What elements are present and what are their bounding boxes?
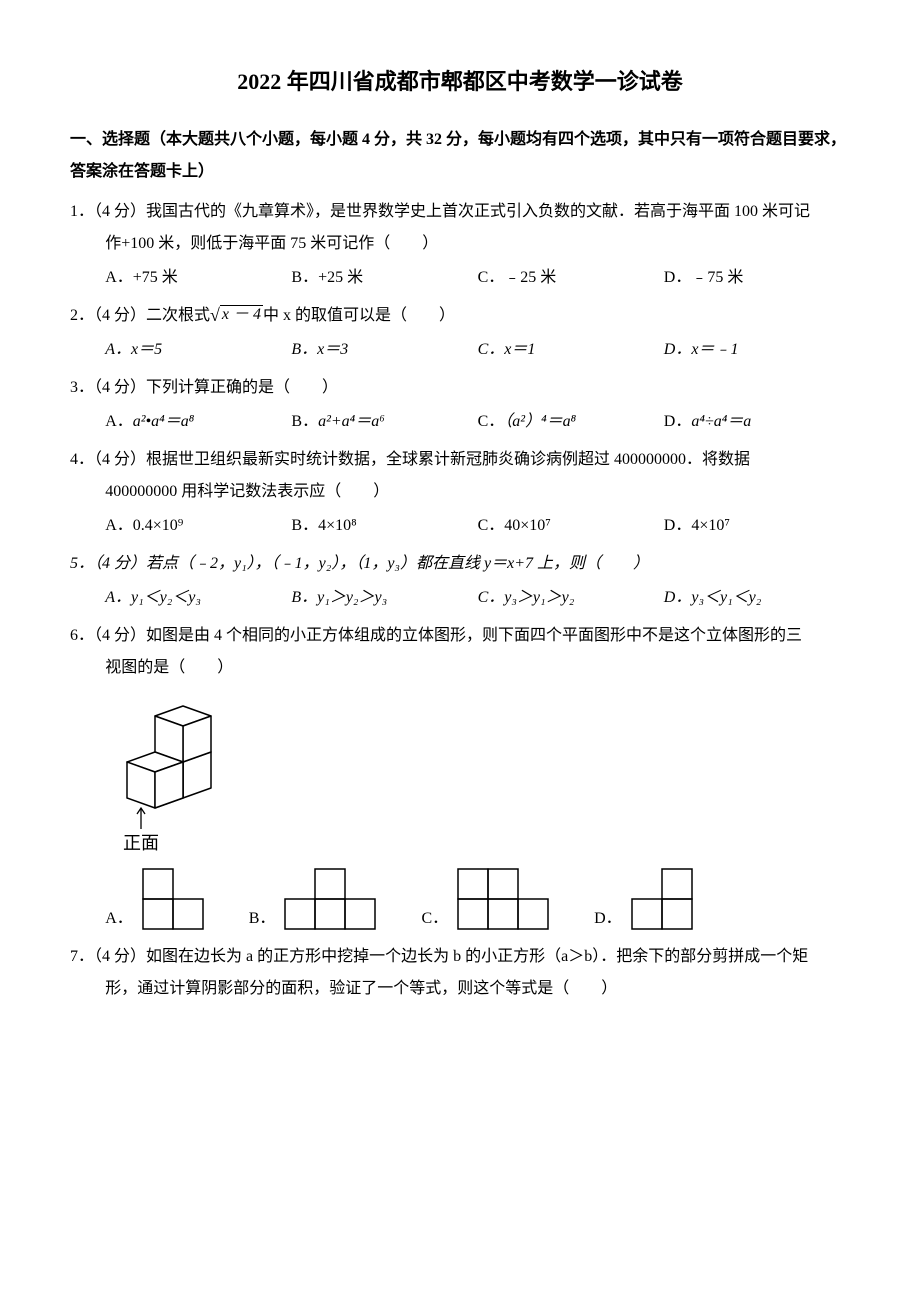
q6-stem2: 视图的是（ ） [70,652,850,684]
q5-c-text: C．y₃＞y₁＞y₂ [478,589,575,606]
radical-sign: √ [210,306,220,324]
q6-fig-b-label: B． [249,903,276,935]
front-label: 正面 [123,833,159,853]
cube-3d-icon: 正面 [105,694,215,859]
q3-d-pre: D． [664,413,692,430]
q1-options: A．+75 米 B．+25 米 C．﹣25 米 D．﹣75 米 [70,262,850,294]
q1-opt-b: B．+25 米 [291,262,477,294]
q2-opt-c: C．x＝1 [478,334,664,366]
view-b-icon [281,865,381,935]
sqrt-icon: √x － 4 [210,305,263,324]
q6-fig-c: C． [421,865,554,935]
q5-opt-d: D．y₃＜y₁＜y₂ [664,582,850,614]
q2-opt-c-text: C．x＝1 [478,341,536,358]
q1-opt-a: A．+75 米 [105,262,291,294]
q2-stem-pre: 2．（4 分）二次根式 [70,307,210,324]
q5-opt-b: B．y₁＞y₂＞y₃ [291,582,477,614]
q7-stem-text: 7．（4 分）如图在边长为 a 的正方形中挖掉一个边长为 b 的小正方形（a＞b… [70,948,808,965]
q4-opt-a: A．0.4×10⁹ [105,510,291,542]
view-d-icon [628,865,698,935]
section-header: 一、选择题（本大题共八个小题，每小题 4 分，共 32 分，每小题均有四个选项，… [70,124,850,188]
q3-opt-a: A．a²•a⁴＝a⁸ [105,406,291,438]
q6-fig-d: D． [594,865,698,935]
exam-title: 2022 年四川省成都市郫都区中考数学一诊试卷 [70,60,850,104]
q3-a-expr: a²•a⁴＝a⁸ [133,413,195,430]
q6-fig-a-label: A． [105,903,133,935]
question-5: 5．（4 分）若点（﹣2，y₁），（﹣1，y₂），（1，y₃）都在直线 y＝x+… [70,548,850,614]
q2-opt-d-text: D．x＝﹣1 [664,341,739,358]
q2-opt-b-text: B．x＝3 [291,341,348,358]
q1-opt-d: D．﹣75 米 [664,262,850,294]
q5-b-text: B．y₁＞y₂＞y₃ [291,589,387,606]
q5-a-text: A．y₁＜y₂＜y₃ [105,589,201,606]
q4-stem2: 400000000 用科学记数法表示应（ ） [70,476,850,508]
q2-stem-post: 中 x 的取值可以是（ ） [263,307,455,324]
q5-stem-text: 5．（4 分）若点（﹣2，y₁），（﹣1，y₂），（1，y₃）都在直线 y＝x+… [70,555,649,572]
view-c-icon [454,865,554,935]
q3-c-pre: C． [478,413,505,430]
q4-options: A．0.4×10⁹ B．4×10⁸ C．40×10⁷ D．4×10⁷ [70,510,850,542]
q2-opt-d: D．x＝﹣1 [664,334,850,366]
q2-opt-b: B．x＝3 [291,334,477,366]
q3-opt-c: C．（a²）⁴＝a⁸ [478,406,664,438]
q6-main-figure: 正面 [70,694,850,859]
q1-stem: 1．（4 分）我国古代的《九章算术》，是世界数学史上首次正式引入负数的文献．若高… [70,196,850,228]
q4-opt-c: C．40×10⁷ [478,510,664,542]
question-6: 6．（4 分）如图是由 4 个相同的小正方体组成的立体图形，则下面四个平面图形中… [70,620,850,935]
q3-a-pre: A． [105,413,133,430]
q3-opt-d: D．a⁴÷a⁴＝a [664,406,850,438]
q6-fig-c-label: C． [421,903,448,935]
question-4: 4．（4 分）根据世卫组织最新实时统计数据，全球累计新冠肺炎确诊病例超过 400… [70,444,850,542]
q6-fig-d-label: D． [594,903,622,935]
q2-opt-a-text: A．x＝5 [105,341,162,358]
q6-option-figures: A． B． C． [70,865,850,935]
q2-opt-a: A．x＝5 [105,334,291,366]
q1-stem2: 作+100 米，则低于海平面 75 米可记作（ ） [70,228,850,260]
q6-fig-b: B． [249,865,382,935]
q2-radicand: x － 4 [220,305,263,324]
q5-d-text: D．y₃＜y₁＜y₂ [664,589,762,606]
q5-options: A．y₁＜y₂＜y₃ B．y₁＞y₂＞y₃ C．y₃＞y₁＞y₂ D．y₃＜y₁… [70,582,850,614]
q7-stem2: 形，通过计算阴影部分的面积，验证了一个等式，则这个等式是（ ） [70,973,850,1005]
q6-fig-a: A． [105,865,209,935]
question-3: 3．（4 分）下列计算正确的是（ ） A．a²•a⁴＝a⁸ B．a²+a⁴＝a⁶… [70,372,850,438]
q3-d-expr: a⁴÷a⁴＝a [691,413,751,430]
q2-options: A．x＝5 B．x＝3 C．x＝1 D．x＝﹣1 [70,334,850,366]
q5-stem: 5．（4 分）若点（﹣2，y₁），（﹣1，y₂），（1，y₃）都在直线 y＝x+… [70,548,850,580]
q4-opt-b: B．4×10⁸ [291,510,477,542]
q4-opt-d: D．4×10⁷ [664,510,850,542]
q5-opt-a: A．y₁＜y₂＜y₃ [105,582,291,614]
q3-b-pre: B． [291,413,318,430]
q3-stem: 3．（4 分）下列计算正确的是（ ） [70,372,850,404]
question-2: 2．（4 分）二次根式√x － 4中 x 的取值可以是（ ） A．x＝5 B．x… [70,300,850,366]
question-7: 7．（4 分）如图在边长为 a 的正方形中挖掉一个边长为 b 的小正方形（a＞b… [70,941,850,1005]
q5-opt-c: C．y₃＞y₁＞y₂ [478,582,664,614]
q7-stem: 7．（4 分）如图在边长为 a 的正方形中挖掉一个边长为 b 的小正方形（a＞b… [70,941,850,973]
q3-b-expr: a²+a⁴＝a⁶ [318,413,385,430]
q1-opt-c: C．﹣25 米 [478,262,664,294]
question-1: 1．（4 分）我国古代的《九章算术》，是世界数学史上首次正式引入负数的文献．若高… [70,196,850,294]
q3-c-expr: （a²）⁴＝a⁸ [504,413,576,430]
q2-stem: 2．（4 分）二次根式√x － 4中 x 的取值可以是（ ） [70,300,850,332]
q3-opt-b: B．a²+a⁴＝a⁶ [291,406,477,438]
q3-options: A．a²•a⁴＝a⁸ B．a²+a⁴＝a⁶ C．（a²）⁴＝a⁸ D．a⁴÷a⁴… [70,406,850,438]
q4-stem: 4．（4 分）根据世卫组织最新实时统计数据，全球累计新冠肺炎确诊病例超过 400… [70,444,850,476]
q6-stem: 6．（4 分）如图是由 4 个相同的小正方体组成的立体图形，则下面四个平面图形中… [70,620,850,652]
view-a-icon [139,865,209,935]
